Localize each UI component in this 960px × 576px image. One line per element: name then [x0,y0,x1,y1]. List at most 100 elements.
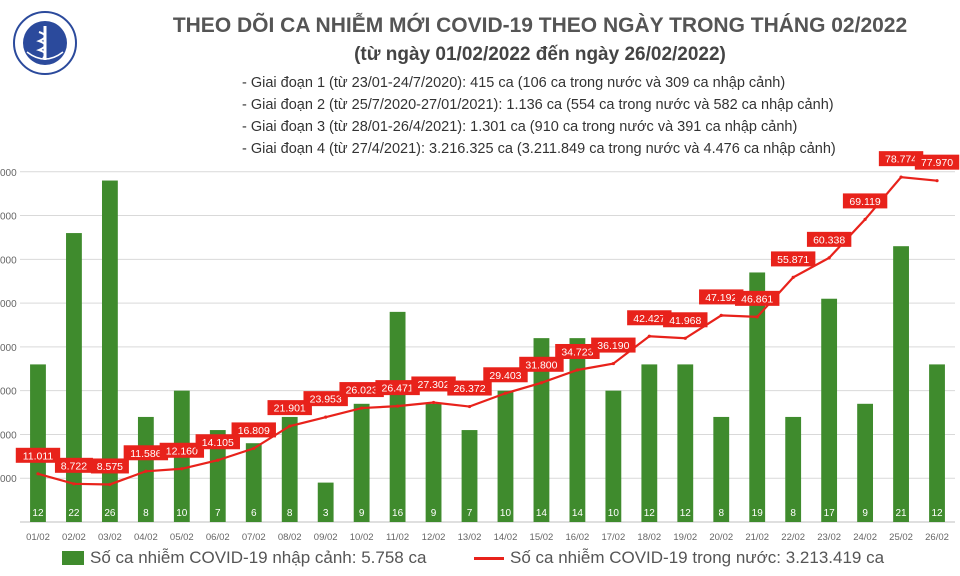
line-label-box [699,289,744,305]
line-label-box [914,154,960,170]
bar-value-label: 12 [931,508,943,519]
x-tick-label: 14/02 [494,532,518,543]
line-value-label: 26.372 [453,383,485,395]
line-label-box [806,231,852,247]
line-point [144,469,148,473]
line-label-box [123,445,169,461]
x-tick-label: 04/02 [134,532,158,543]
bar [569,338,586,522]
line-label-box [303,391,348,407]
x-tick-label: 23/02 [817,532,841,543]
line-point [36,472,40,476]
bar [605,390,622,522]
line-value-label: 77.970 [921,157,953,169]
line-value-label: 31.800 [525,359,557,371]
x-tick-label: 25/02 [889,532,913,543]
bar-value-label: 8 [287,508,293,519]
y-tick-label: 000 [0,474,17,485]
line-label-box [231,422,276,438]
x-tick-label: 24/02 [853,532,877,543]
legend-swatch-line [474,556,504,560]
x-tick-label: 12/02 [422,532,446,543]
line-value-label: 8.575 [97,461,123,473]
bar-value-label: 7 [467,508,473,519]
line-point [647,334,651,338]
line-label-box [447,380,492,396]
bar [137,416,154,522]
line-value-label: 42.427 [633,313,665,325]
line-value-label: 34.723 [561,346,593,358]
line-label-box [375,380,420,396]
bar-value-label: 22 [68,508,80,519]
line-point [216,458,220,462]
line-value-label: 16.809 [238,425,270,437]
bar-value-label: 9 [431,508,437,519]
bar-value-label: 9 [862,508,868,519]
bar-value-label: 12 [644,508,656,519]
line-value-label: 46.861 [741,293,773,305]
line-label-box [555,343,600,359]
chart-subtitle: (từ ngày 01/02/2022 đến ngày 26/02/2022) [354,44,726,65]
legend-item-domestic: Số ca nhiễm COVID-19 trong nước: 3.213.4… [474,548,884,568]
phase-item: - Giai đoạn 1 (từ 23/01-24/7/2020): 415 … [242,75,786,91]
x-tick-label: 01/02 [26,532,50,543]
legend-item-imported: Số ca nhiễm COVID-19 nhập cảnh: 5.758 ca [62,548,426,568]
bar [317,482,334,522]
line-label-box [842,193,888,209]
line-point [467,404,472,409]
bar-value-label: 14 [536,508,548,519]
line-point [324,415,328,419]
x-tick-label: 03/02 [98,532,122,543]
line-value-label: 21.901 [274,403,306,415]
y-tick-label: 000 [0,343,17,354]
line-value-label: 78.774 [885,154,917,166]
line-value-label: 11.011 [23,450,54,462]
line-point [755,315,759,319]
line-point [611,361,615,366]
bar [245,443,262,522]
line-point [431,400,436,405]
bar [101,180,118,523]
x-tick-label: 15/02 [530,532,554,543]
bar-value-label: 7 [215,508,221,519]
bar [857,403,874,522]
line-label-box [483,367,528,383]
y-tick-label: 000 [0,387,17,398]
line-value-label: 29.403 [489,370,521,382]
bar [281,416,298,522]
bar [389,311,406,522]
legend-swatch-bar [62,551,84,565]
x-tick-label: 21/02 [745,532,769,543]
bar-value-label: 12 [32,508,44,519]
ministry-of-health-logo [13,11,77,75]
bar-value-label: 8 [790,508,796,519]
bar-value-label: 10 [500,508,512,519]
domestic-cases-line [37,175,938,486]
bar-value-label: 12 [680,508,692,519]
bar-value-label: 6 [251,508,257,519]
bar [461,430,478,522]
line-label-box [591,337,636,353]
bar-value-label: 26 [104,508,116,519]
line-point [395,404,400,408]
legend-label-domestic: Số ca nhiễm COVID-19 trong nước: 3.213.4… [510,548,885,567]
line-label-box [159,442,205,458]
line-value-label: 11.586 [130,448,161,460]
bar [353,403,370,522]
chart-legend: Số ca nhiễm COVID-19 nhập cảnh: 5.758 ca… [62,548,952,572]
line-label-box [54,457,93,473]
x-tick-label: 17/02 [601,532,625,543]
x-tick-label: 11/02 [386,532,409,543]
line-point [180,467,184,471]
line-point [360,406,364,410]
line-label-box [195,434,240,450]
line-value-label: 60.338 [813,234,845,246]
line-label-box [90,458,129,474]
bar-value-label: 8 [718,508,724,519]
line-point [72,482,76,486]
x-tick-label: 19/02 [673,532,697,543]
bar [821,298,838,522]
x-tick-label: 10/02 [350,532,374,543]
line-label-box [15,447,61,463]
